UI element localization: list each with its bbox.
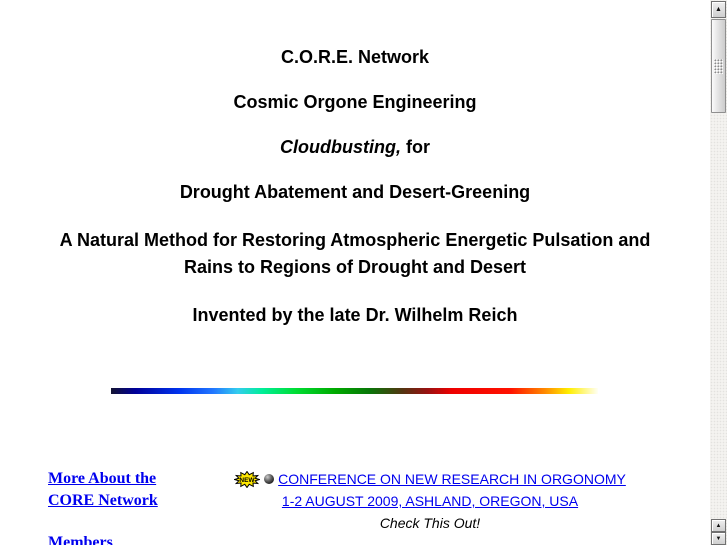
scrollbar-grip-icon	[714, 58, 723, 74]
link-conference-date-location[interactable]: 1-2 AUGUST 2009, ASHLAND, OREGON, USA	[281, 493, 579, 509]
title-block: C.O.R.E. Network Cosmic Orgone Engineeri…	[0, 23, 710, 350]
spectrum-divider	[111, 388, 598, 394]
conference-announcement: NEW CONFERENCE ON NEW RESEARCH IN ORGONO…	[213, 468, 647, 534]
heading-invented-by: Invented by the late Dr. Wilhelm Reich	[192, 305, 518, 325]
vertical-scrollbar[interactable]: ▲ ▲ ▼	[710, 0, 727, 545]
sphere-bullet-icon	[264, 474, 275, 484]
check-this-out-text: Check This Out!	[379, 515, 481, 531]
heading-cloudbusting-italic: Cloudbusting,	[280, 137, 401, 157]
up-arrow-icon: ▲	[715, 522, 722, 529]
scrollbar-up-button-bottom[interactable]: ▲	[711, 519, 726, 532]
heading-drought-abatement: Drought Abatement and Desert-Greening	[179, 182, 531, 202]
up-arrow-icon: ▲	[715, 6, 722, 13]
link-conference-title[interactable]: CONFERENCE ON NEW RESEARCH IN ORGONOMY	[278, 471, 626, 487]
new-starburst-icon: NEW	[234, 470, 261, 488]
scrollbar-thumb[interactable]	[711, 19, 726, 113]
heading-cosmic-orgone: Cosmic Orgone Engineering	[233, 92, 477, 112]
new-badge-label: NEW	[240, 477, 256, 484]
heading-natural-method: A Natural Method for Restoring Atmospher…	[59, 230, 651, 277]
scrollbar-up-button-top[interactable]: ▲	[711, 1, 726, 18]
heading-cloudbusting-regular: for	[400, 137, 430, 157]
down-arrow-icon: ▼	[715, 535, 722, 542]
heading-core-network: C.O.R.E. Network	[280, 47, 430, 67]
link-members[interactable]: Members	[48, 534, 113, 545]
conference-line1-row: NEW CONFERENCE ON NEW RESEARCH IN ORGONO…	[213, 468, 647, 490]
heading-cloudbusting: Cloudbusting, for	[0, 137, 710, 158]
bottom-nav: More About the CORE Network Members	[48, 468, 170, 545]
scrollbar-down-button-bottom[interactable]: ▼	[711, 532, 726, 545]
link-more-about-core-network[interactable]: More About the CORE Network	[48, 470, 158, 509]
